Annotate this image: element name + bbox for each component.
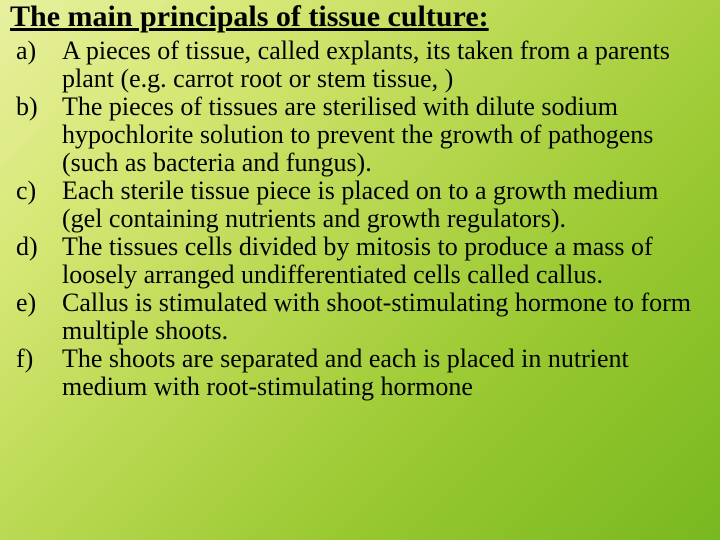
slide-container: The main principals of tissue culture: A… — [0, 0, 720, 402]
list-item: The shoots are separated and each is pla… — [16, 345, 704, 401]
list-item: The pieces of tissues are sterilised wit… — [16, 93, 704, 177]
list-item: Callus is stimulated with shoot-stimulat… — [16, 289, 704, 345]
list-item: Each sterile tissue piece is placed on t… — [16, 177, 704, 233]
list-item: The tissues cells divided by mitosis to … — [16, 233, 704, 289]
principals-list: A pieces of tissue, called explants, its… — [10, 37, 710, 402]
slide-title: The main principals of tissue culture: — [10, 0, 710, 35]
list-item: A pieces of tissue, called explants, its… — [16, 37, 704, 93]
